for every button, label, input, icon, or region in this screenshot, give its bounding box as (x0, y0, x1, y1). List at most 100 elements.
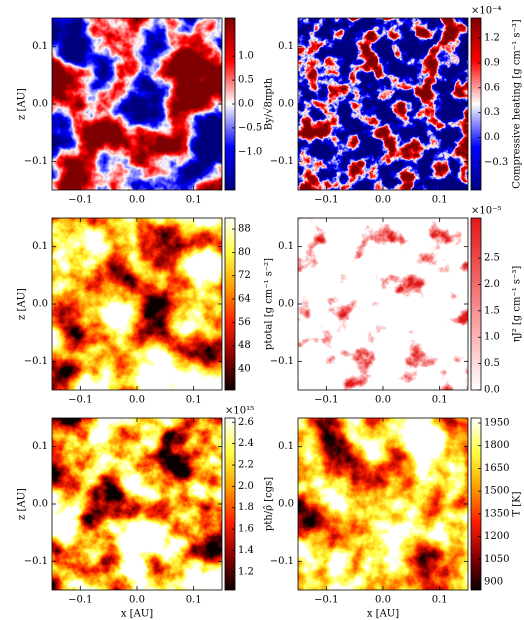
colorbar-tick-label: 900 (484, 576, 503, 587)
y-tick-label: −0.1 (24, 356, 48, 367)
x-tick-label: −0.1 (68, 395, 92, 406)
colorbar-tick-label: 0.5 (484, 358, 500, 369)
y-tick-label: 0.0 (278, 299, 294, 310)
x-tick-label: −0.1 (314, 195, 338, 206)
x-tick-label: 0.1 (186, 595, 202, 606)
colorbar-tick-label: 2.4 (238, 438, 254, 449)
colorbar-tick-label: 0.5 (238, 75, 254, 86)
colorbar-tick-label: 1.0 (484, 332, 500, 343)
x-axis-label: x [AU] (367, 609, 399, 620)
colorbar-tick-label: 2.6 (238, 417, 254, 428)
colorbar-tick-label: 0.0 (484, 132, 500, 143)
colorbar-tick-label: −0.5 (238, 122, 262, 133)
y-tick-label: 0.0 (32, 99, 48, 110)
y-tick-label: 0.0 (278, 99, 294, 110)
colorbar-tick-label: 1650 (484, 463, 509, 474)
colorbar-tick-label: 2.0 (484, 279, 500, 290)
colorbar (470, 217, 482, 391)
colorbar-label: ηJ² [g cm⁻¹ s⁻³] (512, 266, 523, 343)
x-tick-label: −0.1 (314, 595, 338, 606)
colorbar-tick-label: 0.9 (484, 57, 500, 68)
heatmap-texture (52, 218, 222, 390)
heatmap-texture (52, 18, 222, 190)
y-tick-label: −0.1 (270, 156, 294, 167)
colorbar (224, 217, 236, 391)
colorbar-tick-label: 1350 (484, 508, 509, 519)
colorbar-offset: ×10¹⁵ (225, 406, 254, 417)
colorbar-tick-label: 56 (238, 317, 251, 328)
x-tick-label: 0.1 (432, 195, 448, 206)
colorbar-tick-label: 1050 (484, 554, 509, 565)
y-tick-label: 0.1 (32, 41, 48, 52)
colorbar-tick-label: 1.6 (238, 524, 254, 535)
x-tick-label: 0.0 (129, 595, 145, 606)
x-tick-label: 0.0 (375, 595, 391, 606)
colorbar-tick-label: 1.4 (238, 545, 254, 556)
colorbar-label: pth/ρ̂ [cgs] (264, 477, 275, 531)
colorbar-tick-label: 2.5 (484, 253, 500, 264)
x-tick-label: 0.0 (129, 395, 145, 406)
colorbar-tick-label: 1200 (484, 531, 509, 542)
colorbar-label: T [K] (512, 491, 523, 516)
colorbar-tick-label: 1800 (484, 440, 509, 451)
y-tick-label: 0.1 (32, 441, 48, 452)
colorbar-tick-label: 72 (238, 270, 251, 281)
colorbar-tick-label: 64 (238, 294, 251, 305)
colorbar-tick-label: 0.0 (484, 385, 500, 396)
colorbar-tick-label: 2.2 (238, 460, 254, 471)
x-tick-label: −0.1 (68, 195, 92, 206)
colorbar-tick-label: 1950 (484, 417, 509, 428)
x-axis-label: x [AU] (121, 609, 153, 620)
colorbar-tick-label: 1.0 (238, 51, 254, 62)
y-tick-label: 0.1 (278, 41, 294, 52)
colorbar (470, 17, 482, 191)
y-tick-label: −0.1 (270, 356, 294, 367)
x-tick-label: 0.1 (186, 395, 202, 406)
y-tick-label: 0.0 (32, 299, 48, 310)
y-axis-label: z [AU] (17, 488, 28, 520)
y-tick-label: −0.1 (24, 156, 48, 167)
y-tick-label: 0.1 (278, 241, 294, 252)
y-axis-label: z [AU] (17, 288, 28, 320)
colorbar-tick-label: −1.0 (238, 146, 262, 157)
colorbar-label: ptotal [g cm⁻¹ s⁻²] (264, 258, 275, 350)
colorbar (470, 417, 482, 591)
colorbar-tick-label: 0.0 (238, 99, 254, 110)
colorbar-tick-label: 48 (238, 340, 251, 351)
colorbar-tick-label: −0.3 (484, 157, 508, 168)
colorbar-tick-label: 40 (238, 364, 251, 375)
colorbar-offset: ×10⁻⁵ (471, 206, 501, 217)
x-tick-label: 0.0 (129, 195, 145, 206)
colorbar-tick-label: 0.6 (484, 82, 500, 93)
colorbar-label: By/√8πpth (264, 77, 275, 130)
colorbar-tick-label: 80 (238, 247, 251, 258)
colorbar-tick-label: 1.2 (484, 32, 500, 43)
colorbar-tick-label: 1.5 (484, 305, 500, 316)
colorbar-tick-label: 1.8 (238, 502, 254, 513)
x-tick-label: −0.1 (314, 395, 338, 406)
heatmap-texture (298, 418, 468, 590)
heatmap-texture (298, 18, 468, 190)
x-tick-label: −0.1 (68, 595, 92, 606)
colorbar-offset: ×10⁻⁴ (471, 6, 501, 17)
y-tick-label: −0.1 (24, 556, 48, 567)
colorbar-tick-label: 2.0 (238, 481, 254, 492)
y-tick-label: 0.0 (32, 499, 48, 510)
y-axis-label: z [AU] (17, 88, 28, 120)
colorbar-label: Compressive heating [g cm⁻¹ s⁻³] (512, 19, 523, 188)
heatmap-texture (52, 418, 222, 590)
colorbar-tick-label: 1500 (484, 486, 509, 497)
x-tick-label: 0.0 (375, 395, 391, 406)
x-tick-label: 0.1 (432, 595, 448, 606)
colorbar-tick-label: 1.2 (238, 566, 254, 577)
y-tick-label: −0.1 (270, 556, 294, 567)
colorbar-tick-label: 88 (238, 224, 251, 235)
x-tick-label: 0.1 (186, 195, 202, 206)
colorbar (224, 417, 236, 591)
heatmap-texture (298, 218, 468, 390)
x-tick-label: 0.0 (375, 195, 391, 206)
colorbar-tick-label: 0.3 (484, 107, 500, 118)
y-tick-label: 0.1 (278, 441, 294, 452)
